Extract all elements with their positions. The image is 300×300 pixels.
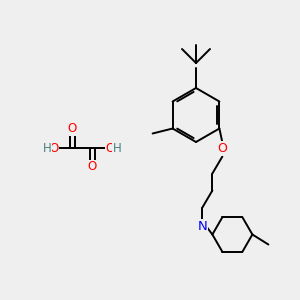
Text: O: O <box>218 142 227 155</box>
Text: N: N <box>197 220 207 233</box>
Text: H: H <box>112 142 122 154</box>
Text: O: O <box>68 122 76 136</box>
Text: H: H <box>43 142 51 154</box>
Text: O: O <box>50 142 58 154</box>
Text: O: O <box>87 160 97 173</box>
Text: O: O <box>105 142 115 154</box>
